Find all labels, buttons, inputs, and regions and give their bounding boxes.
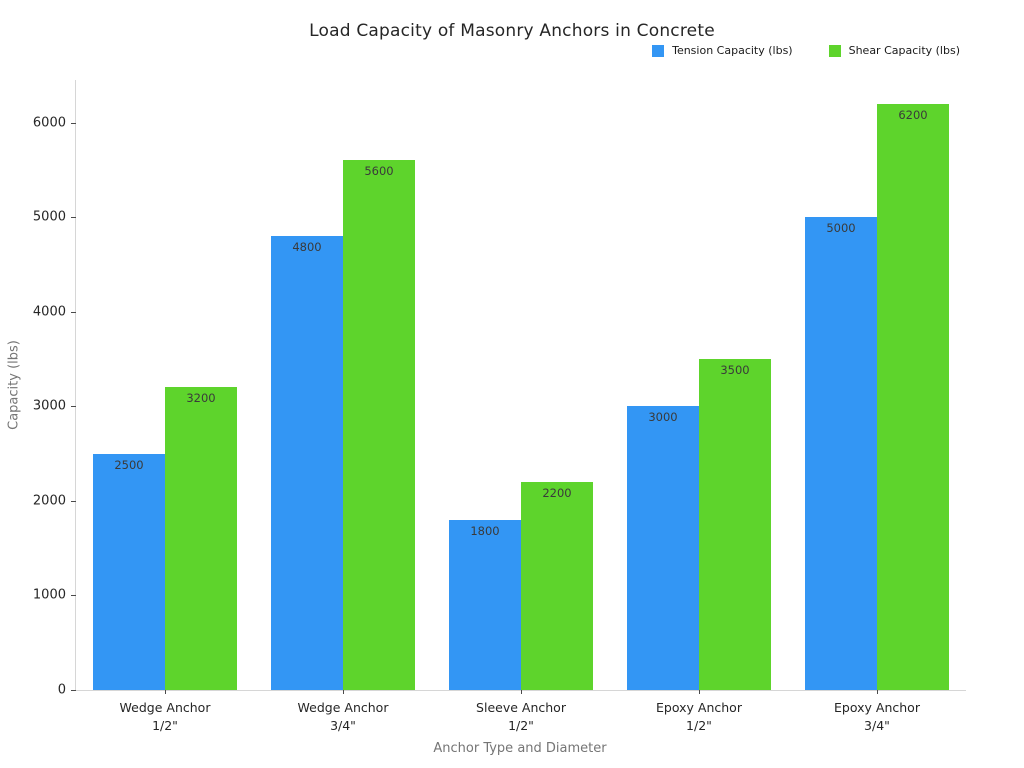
plot-area: 0 1000 2000 3000 4000 5000 6000 Wedge Anchor 1/…: [33, 80, 966, 733]
bar-value-label: 4800: [292, 240, 322, 255]
legend: Tension Capacity (lbs) Shear Capacity (lb…: [652, 44, 960, 57]
bar-shear-1: 3200: [165, 387, 237, 690]
bar-value-label: 1800: [470, 523, 500, 538]
bar-shear-5: 6200: [877, 103, 949, 690]
x-tick-mark: [521, 690, 522, 694]
y-tick-label: 2000: [32, 493, 66, 509]
bar-value-label: 3200: [186, 391, 216, 406]
y-tick-mark: [71, 122, 76, 124]
bar-shear-2: 5600: [343, 160, 415, 690]
legend-item: Shear Capacity (lbs): [828, 44, 960, 57]
legend-series-label: Tension Capacity (lbs): [672, 44, 793, 57]
x-tick-mark: [165, 690, 166, 694]
y-tick-label: 6000: [32, 115, 66, 131]
y-tick-mark: [71, 217, 76, 219]
bar-shear-3: 2200: [521, 481, 593, 690]
y-tick-label: 4000: [32, 304, 66, 320]
bar-value-label: 3500: [720, 363, 750, 377]
y-tick-mark: [71, 595, 76, 597]
y-tick-label: 1000: [32, 587, 66, 603]
bar-value-label: 3000: [648, 410, 678, 425]
legend-swatch-tension: [652, 44, 665, 57]
x-category-label: Wedge Anchor 1/2": [119, 700, 211, 734]
bar-shear-4: 3500: [699, 359, 771, 690]
bar-tension-2: 4800: [271, 236, 343, 690]
y-tick-label: 0: [57, 682, 66, 698]
x-tick-mark: [343, 690, 344, 694]
x-category-label: Epoxy Anchor 1/2": [656, 700, 742, 734]
legend-swatch-shear: [828, 44, 841, 57]
bar-value-label: 2500: [114, 457, 144, 472]
x-tick-mark: [699, 690, 700, 694]
y-tick-mark: [71, 311, 76, 313]
bar-tension-4: 3000: [627, 406, 699, 690]
y-tick-mark: [71, 690, 76, 691]
x-axis-title: Anchor Type and Diameter: [433, 741, 607, 756]
legend-item: Tension Capacity (lbs): [652, 44, 793, 57]
y-tick-mark: [71, 500, 76, 502]
bar-value-label: 5600: [364, 164, 394, 179]
chart-title: Load Capacity of Masonry Anchors in Conc…: [309, 21, 715, 41]
legend-series-label: Shear Capacity (lbs): [848, 44, 960, 57]
x-category-label: Sleeve Anchor 1/2": [476, 700, 566, 734]
y-tick-mark: [71, 406, 76, 408]
x-category-label: Wedge Anchor 3/4": [297, 700, 389, 734]
y-axis-title: Capacity (lbs): [6, 340, 22, 430]
y-tick-label: 5000: [32, 209, 66, 225]
bar-tension-3: 1800: [449, 519, 521, 690]
y-tick-label: 3000: [32, 398, 66, 414]
bar-tension-1: 2500: [93, 453, 165, 690]
x-category-label: Epoxy Anchor 3/4": [834, 700, 920, 734]
bar-value-label: 5000: [826, 221, 856, 236]
bar-tension-5: 5000: [805, 217, 877, 690]
x-tick-mark: [877, 690, 878, 694]
bar-value-label: 2200: [542, 485, 572, 500]
bar-value-label: 6200: [898, 107, 928, 122]
